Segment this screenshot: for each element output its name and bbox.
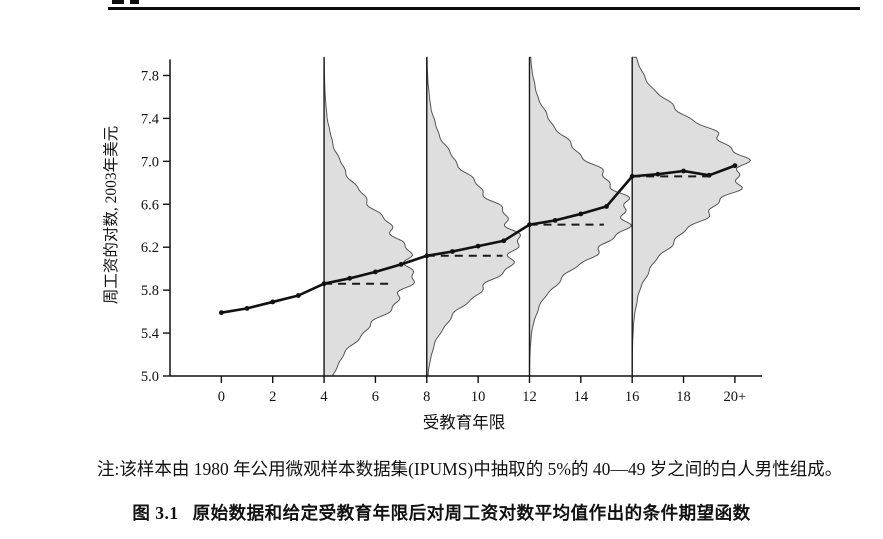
- scan-artifact: [130, 0, 139, 4]
- x-tick-label: 10: [471, 389, 486, 405]
- cef-point: [552, 217, 558, 223]
- x-tick-label: 12: [522, 389, 537, 405]
- cef-point: [578, 211, 584, 217]
- wage-density-at-4-years: [323, 56, 415, 377]
- cef-point: [732, 163, 738, 169]
- x-tick-label: 0: [218, 389, 225, 405]
- y-tick-label: 6.6: [141, 197, 159, 213]
- figure-number: 图 3.1: [132, 503, 179, 523]
- x-tick-label: 4: [320, 389, 328, 405]
- cef-point: [681, 168, 686, 174]
- y-tick-label: 5.0: [141, 369, 159, 385]
- cef-point: [450, 249, 455, 254]
- cef-point: [218, 310, 224, 316]
- cef-point: [347, 275, 353, 281]
- cef-point: [373, 269, 378, 275]
- cef-point: [527, 222, 532, 228]
- cef-density-chart: 5.0 5.4 5.8 6.2 6.6 7.0 7.4 7.8 0 2 4 6 8 10 12 14 16 18 2…: [102, 56, 762, 432]
- cef-point: [629, 173, 635, 179]
- figure-note: 注:该样本由 1980 年公用微观样本数据集(IPUMS)中抽取的 5%的 40…: [97, 458, 843, 479]
- x-tick-label: 2: [269, 389, 276, 405]
- x-tick-label: 6: [372, 389, 379, 405]
- x-tick-label: 20+: [724, 389, 747, 405]
- cef-point: [270, 299, 276, 305]
- x-tick-label: 8: [423, 389, 430, 405]
- x-tick-label: 16: [625, 389, 640, 405]
- wage-density-at-16-years: [631, 56, 752, 377]
- wage-density-at-12-years: [528, 56, 632, 377]
- y-tick-label: 7.4: [141, 111, 160, 127]
- x-tick-label: 18: [676, 389, 691, 405]
- figure-chart: 5.0 5.4 5.8 6.2 6.6 7.0 7.4 7.8 0 2 4 6 8 10 12 14 16 18 2…: [96, 42, 786, 434]
- y-axis-label: 周工资的对数, 2003年美元: [102, 126, 120, 304]
- y-tick-label: 6.2: [141, 240, 159, 256]
- x-axis-label: 受教育年限: [423, 413, 506, 432]
- scan-artifact: [112, 0, 124, 4]
- cef-point: [706, 172, 712, 178]
- cef-point: [321, 281, 327, 287]
- page-top-rule: [108, 7, 860, 10]
- y-tick-label: 5.8: [141, 283, 159, 299]
- cef-point: [501, 238, 507, 244]
- wage-density-at-8-years: [426, 56, 521, 377]
- y-tick-label: 7.0: [141, 154, 159, 170]
- cef-point: [475, 243, 481, 249]
- figure-caption: 图 3.1 原始数据和给定受教育年限后对周工资对数平均值作出的条件期望函数: [0, 500, 883, 525]
- figure-caption-text: 原始数据和给定受教育年限后对周工资对数平均值作出的条件期望函数: [192, 503, 751, 523]
- cef-point: [244, 305, 250, 311]
- cef-point: [398, 261, 404, 267]
- cef-point: [655, 171, 661, 177]
- y-tick-label: 7.8: [141, 68, 159, 84]
- cef-point: [424, 253, 430, 259]
- cef-point: [604, 204, 609, 209]
- y-tick-label: 5.4: [141, 326, 160, 342]
- cef-point: [295, 293, 301, 298]
- x-tick-label: 14: [574, 389, 589, 405]
